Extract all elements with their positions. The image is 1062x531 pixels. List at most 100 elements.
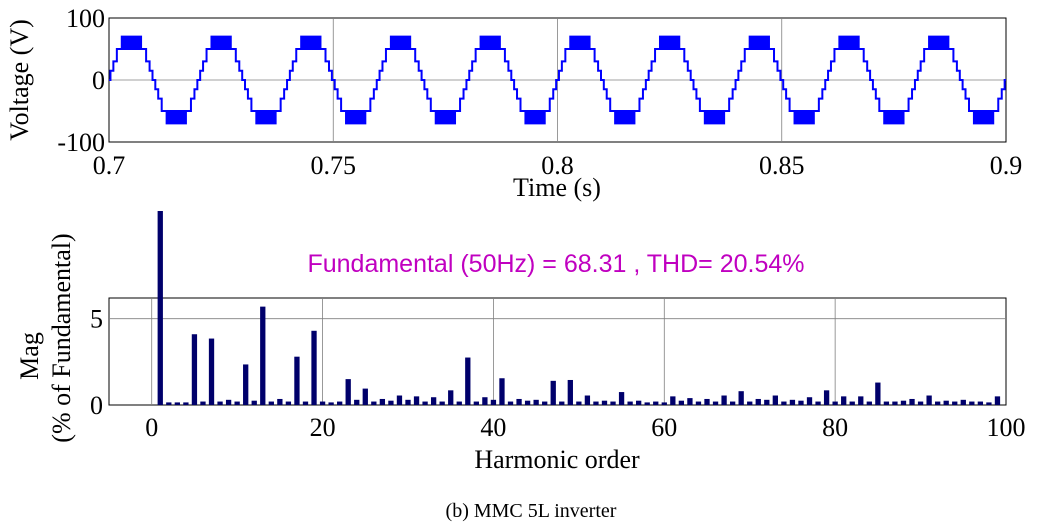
harmonic-bar (935, 401, 941, 405)
harmonic-bar (644, 402, 650, 405)
harmonic-bar (900, 400, 907, 405)
harmonic-bar (729, 401, 736, 405)
harmonic-bar (413, 396, 420, 405)
harmonic-bar (473, 401, 479, 405)
harmonic-bar (687, 398, 693, 405)
harmonic-y-axis-label-line1: Mag (15, 332, 44, 380)
harmonic-bar (456, 401, 462, 405)
harmonic-bar (858, 396, 864, 405)
harmonic-bar (371, 401, 377, 405)
harmonic-bar (704, 398, 710, 405)
harmonic-bar (345, 379, 351, 405)
harmonic-bar (319, 401, 326, 405)
harmonic-bar (422, 401, 428, 405)
harmonic-bar (174, 402, 180, 405)
harmonic-bar (337, 401, 343, 405)
harmonic-bar (208, 338, 215, 405)
harmonic-bar (738, 391, 744, 405)
harmonic-bar (917, 401, 924, 405)
harmonic-bar (610, 401, 616, 405)
harmonic-bar (439, 401, 445, 405)
harmonic-chart: 0 20 40 60 80 100 05 Fundamental (50Hz) = 68.… (15, 211, 1026, 474)
voltage-y-tick-label: 0 (92, 66, 105, 95)
harmonic-bar (217, 401, 223, 405)
harmonic-x-axis-label: Harmonic order (474, 445, 640, 474)
harmonic-bar (584, 395, 591, 405)
voltage-x-tick-label: 0.9 (990, 151, 1023, 180)
harmonic-bar (200, 401, 206, 405)
harmonic-bar (379, 398, 386, 405)
harmonic-bar (482, 397, 488, 405)
harmonic-bar (712, 401, 719, 405)
harmonic-bar (576, 401, 582, 405)
voltage-y-tick-label: 100 (66, 4, 105, 33)
harmonic-bar (567, 379, 573, 405)
harmonic-bar (875, 382, 881, 405)
harmonic-bar (559, 401, 565, 405)
voltage-x-tick-label: 0.75 (311, 151, 357, 180)
harmonic-bar (823, 390, 830, 405)
harmonic-bar (670, 396, 676, 405)
harmonic-bar (550, 380, 556, 405)
harmonic-bar (499, 378, 505, 405)
harmonic-bar (772, 395, 778, 405)
harmonic-bar (243, 364, 249, 405)
harmonic-bar (747, 401, 753, 405)
voltage-x-tick-label: 0.8 (541, 151, 574, 180)
harmonic-bar (781, 401, 787, 405)
harmonic-bar (806, 397, 813, 405)
harmonic-bar (986, 402, 992, 405)
harmonic-bar (507, 401, 514, 405)
harmonic-bar (695, 401, 702, 405)
harmonic-bar (277, 398, 283, 405)
harmonic-bar (815, 401, 821, 405)
harmonic-bar (593, 401, 599, 405)
harmonic-bar (225, 399, 232, 405)
harmonic-y-ticks: 05 (90, 305, 103, 420)
harmonic-x-tick-label: 60 (651, 413, 677, 442)
harmonic-x-tick-label: 100 (987, 413, 1026, 442)
harmonic-bar (183, 402, 189, 405)
voltage-y-ticks: 100 0 -100 (57, 4, 105, 157)
harmonic-annotation: Fundamental (50Hz) = 68.31 , THD= 20.54% (307, 250, 804, 278)
harmonic-bar (618, 392, 625, 405)
harmonic-bar (251, 400, 257, 405)
harmonic-bar (627, 401, 633, 405)
harmonic-bar (653, 401, 659, 405)
harmonic-bar (362, 388, 368, 405)
harmonic-bar (191, 334, 198, 405)
voltage-waveform (109, 35, 1006, 125)
harmonic-bar (285, 401, 292, 405)
harmonic-bar (294, 356, 300, 405)
harmonic-bar (448, 390, 454, 405)
harmonic-y-tick-label: 5 (90, 305, 103, 334)
harmonic-bar (755, 398, 761, 405)
voltage-y-tick-label: -100 (57, 128, 105, 157)
harmonic-bar (234, 401, 240, 405)
harmonic-bar (465, 357, 471, 405)
harmonic-bar (328, 402, 334, 405)
harmonic-grid (109, 298, 1006, 405)
harmonic-bar (388, 400, 394, 405)
harmonic-bar (789, 399, 796, 405)
harmonic-bar (832, 401, 838, 405)
harmonic-bar (636, 400, 642, 405)
harmonic-y-axis-label-line2: (% of Fundamental) (47, 233, 76, 442)
voltage-x-axis-label: Time (s) (513, 173, 601, 202)
harmonic-bar (678, 400, 685, 405)
voltage-x-tick-label: 0.7 (93, 151, 126, 180)
voltage-y-axis-label: Voltage (V) (5, 19, 34, 141)
voltage-x-tick-label: 0.85 (759, 151, 805, 180)
harmonic-bar (533, 399, 539, 405)
harmonic-bar (430, 397, 437, 405)
harmonic-bar (311, 330, 317, 405)
harmonic-bar (542, 401, 548, 405)
harmonic-x-tick-label: 80 (822, 413, 848, 442)
harmonic-bar (721, 395, 727, 405)
harmonic-x-tick-label: 0 (145, 413, 158, 442)
harmonic-bar (969, 401, 975, 405)
harmonic-bar (764, 399, 770, 405)
harmonic-bar (977, 401, 984, 405)
harmonic-bar (952, 401, 958, 405)
